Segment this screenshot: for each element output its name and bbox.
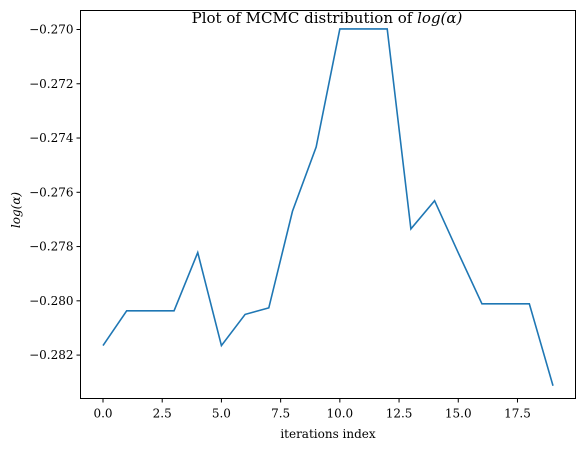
x-tick-label: 10.0: [326, 407, 353, 421]
series-group: [102, 28, 554, 386]
y-axis-label: log(α): [9, 192, 23, 229]
y-tick-label: −0.274: [29, 131, 74, 145]
x-tick-label: 7.5: [271, 407, 290, 421]
axes: 0.0 2.5 5.0 7.5 10.0 12.5 15.0 17.5 −0.282 −0.280…: [29, 22, 531, 420]
x-tick-label: 12.5: [386, 407, 413, 421]
x-axis-label: iterations index: [280, 427, 376, 441]
y-tick-label: −0.280: [29, 294, 73, 308]
y-tick-label: −0.276: [29, 185, 73, 199]
x-tick-label: 15.0: [445, 407, 472, 421]
x-tick-label: 2.5: [153, 407, 172, 421]
x-tick-label: 5.0: [212, 407, 231, 421]
x-tick-label: 17.5: [504, 407, 531, 421]
series-line-0: [102, 28, 554, 386]
y-tick-label: −0.278: [29, 240, 73, 254]
plot-frame: [80, 10, 576, 399]
y-tick-label: −0.282: [29, 348, 73, 362]
y-tick-label: −0.272: [29, 77, 73, 91]
x-tick-label: 0.0: [93, 407, 112, 421]
chart-title: Plot of MCMC distribution of log(α): [192, 9, 463, 27]
chart-title-math: log(α): [417, 9, 462, 27]
y-tick-label: −0.270: [29, 22, 73, 36]
